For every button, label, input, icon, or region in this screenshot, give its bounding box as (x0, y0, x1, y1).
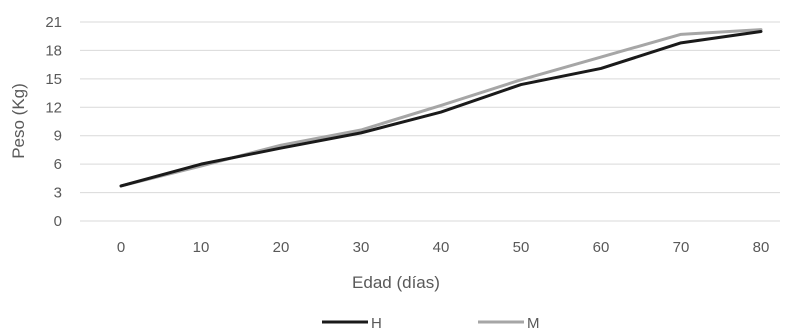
y-axis-ticks: 0 3 6 9 12 15 18 21 (45, 14, 62, 230)
series-lines (119, 28, 763, 188)
x-tick-label: 10 (193, 239, 210, 256)
x-tick-label: 20 (273, 239, 290, 256)
x-tick-label: 80 (753, 239, 770, 256)
y-tick-label: 18 (45, 42, 62, 59)
y-axis-title: Peso (Kg) (9, 83, 28, 159)
x-tick-label: 70 (673, 239, 690, 256)
legend-label-h: H (371, 315, 382, 331)
y-tick-label: 6 (54, 156, 62, 173)
y-tick-label: 12 (45, 99, 62, 116)
y-tick-label: 15 (45, 71, 62, 88)
gridlines (80, 21, 780, 222)
x-tick-label: 40 (433, 239, 450, 256)
x-tick-label: 50 (513, 239, 530, 256)
x-tick-label: 60 (593, 239, 610, 256)
y-tick-label: 9 (54, 128, 62, 145)
x-tick-label: 0 (117, 239, 125, 256)
series-line-h (119, 29, 763, 188)
y-tick-label: 21 (45, 14, 62, 31)
x-axis-ticks: 0 10 20 30 40 50 60 70 80 (117, 239, 770, 256)
x-tick-label: 30 (353, 239, 370, 256)
y-tick-label: 0 (54, 213, 62, 230)
x-axis-title: Edad (días) (352, 273, 440, 292)
y-tick-label: 3 (54, 185, 62, 202)
legend-label-m: M (527, 315, 540, 331)
